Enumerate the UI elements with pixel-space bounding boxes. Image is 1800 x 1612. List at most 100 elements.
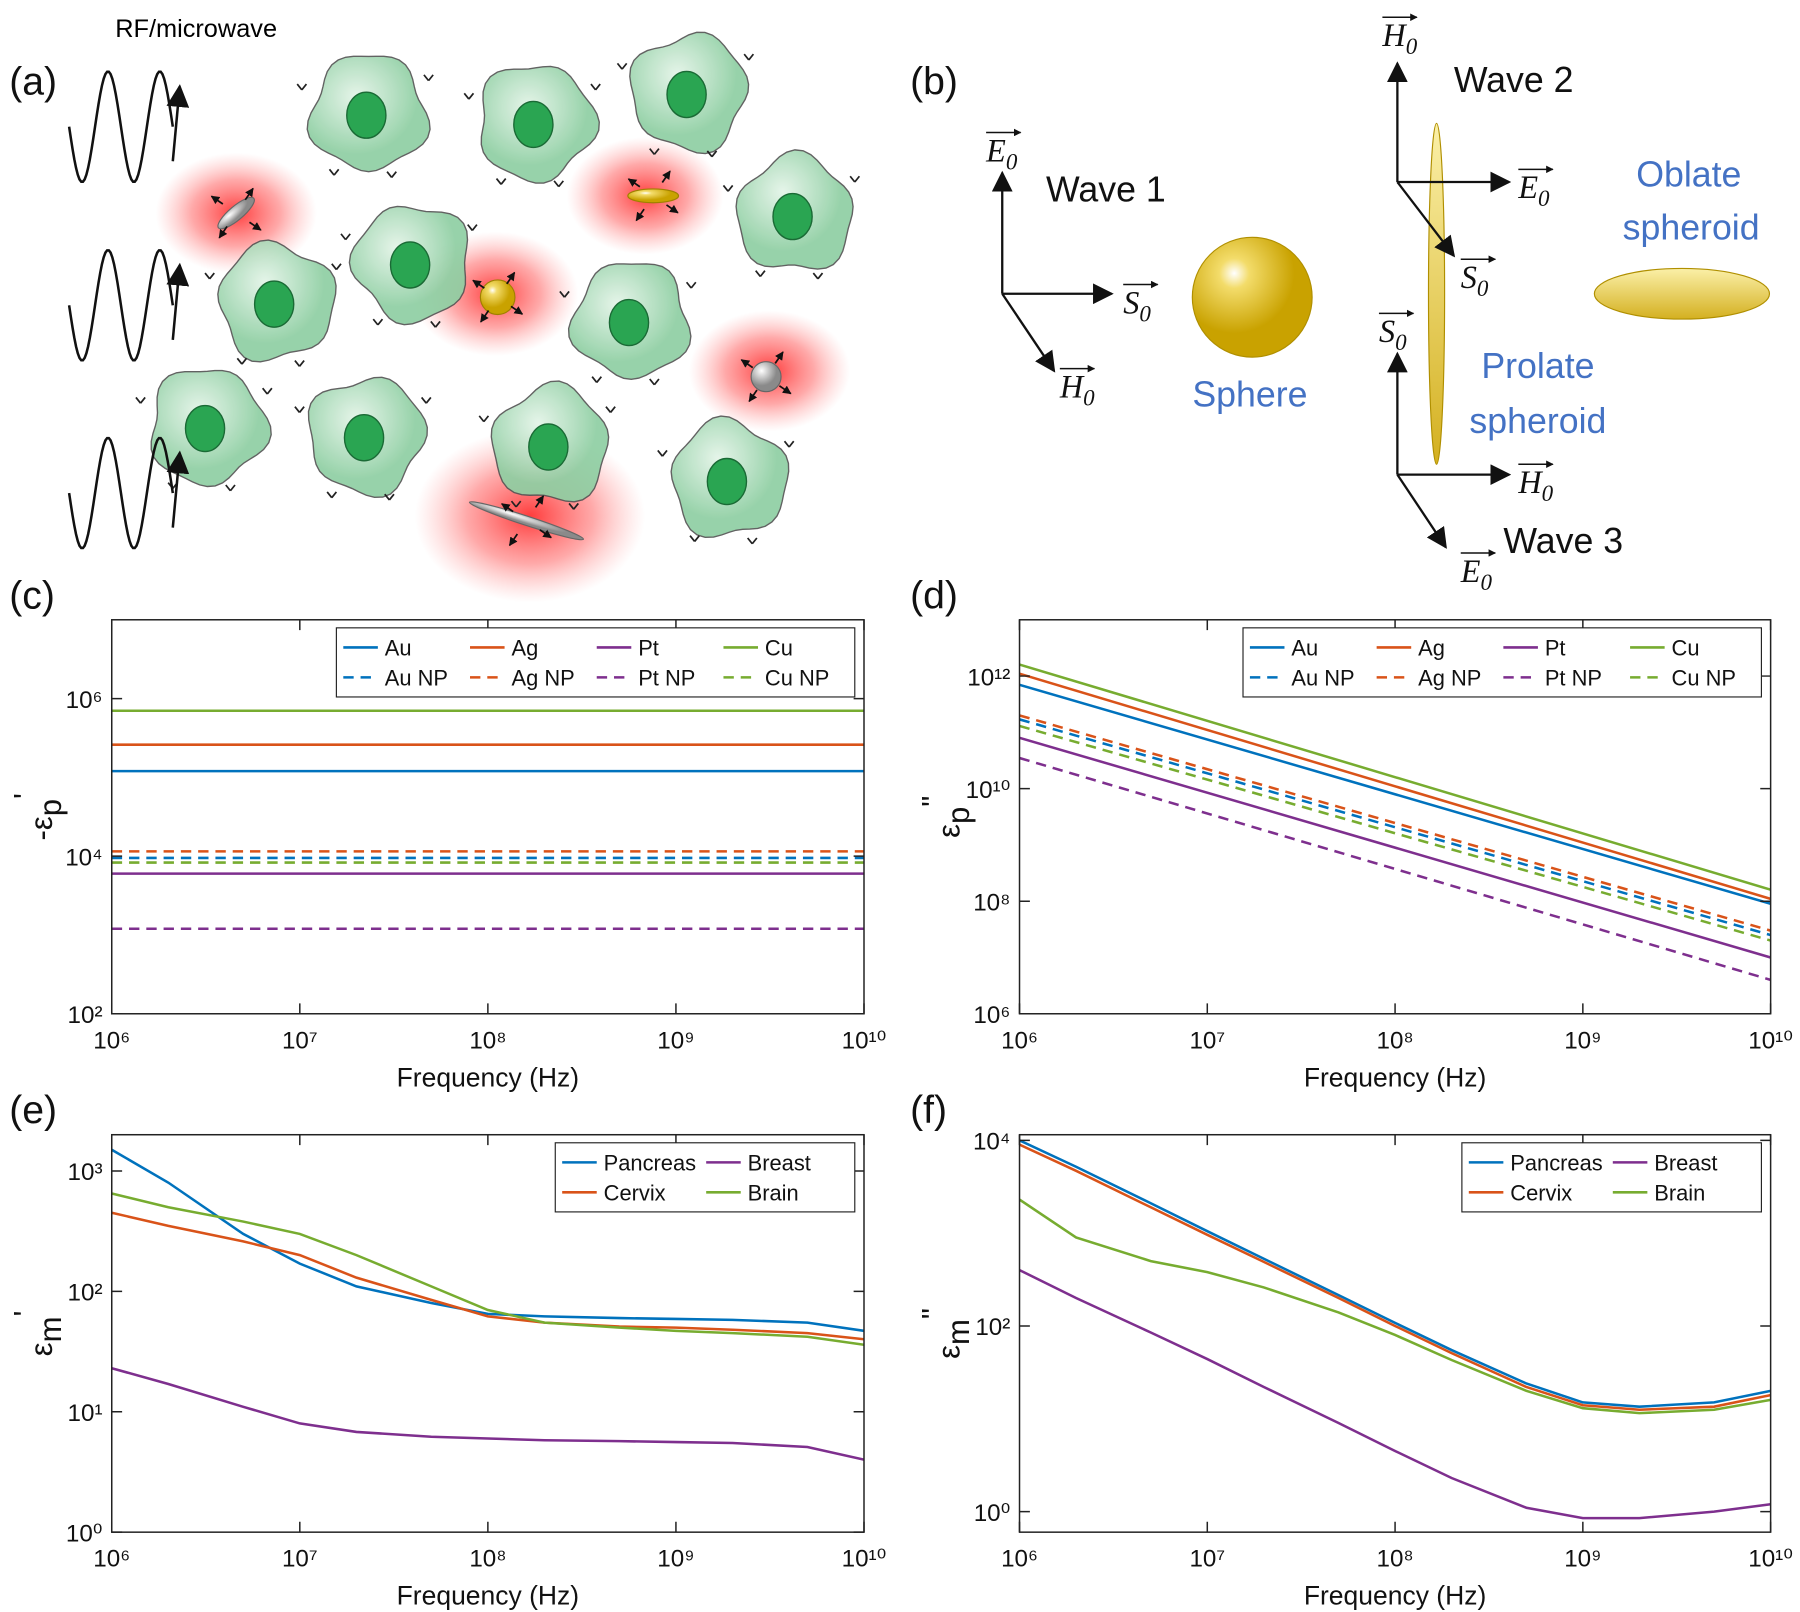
y-axis-label: εm': [8, 1311, 68, 1357]
emission-arrow: [472, 279, 485, 289]
vector-symbol: S: [1123, 284, 1139, 320]
receptor: [616, 62, 628, 70]
nanoparticle: [479, 279, 516, 316]
receptor: [568, 502, 579, 510]
receptor: [783, 440, 795, 448]
shape-label: spheroid: [1469, 401, 1606, 441]
x-tick-label: 10⁷: [1189, 1546, 1225, 1573]
legend-box: [1242, 627, 1762, 698]
emission-arrow: [506, 271, 516, 285]
y-tick-label: 10⁸: [973, 889, 1010, 916]
series-line: [1019, 1268, 1771, 1520]
y-axis-label-sup: ": [915, 796, 950, 807]
panel-label: (b): [910, 60, 958, 103]
x-tick-label: 10⁸: [1377, 1027, 1414, 1054]
oblate-spheroid: [1593, 267, 1771, 320]
x-tick-label: 10⁷: [1189, 1027, 1225, 1054]
emission-arrow: [218, 225, 228, 239]
y-axis-label: εm": [915, 1308, 975, 1359]
series-line: [1019, 1139, 1771, 1408]
x-tick-label: 10⁹: [657, 1546, 694, 1573]
wave-name: Wave 2: [1454, 60, 1574, 100]
series-line: [1019, 756, 1771, 982]
y-tick-label: 10³: [68, 1159, 103, 1186]
diagram-b-art: [991, 61, 1771, 549]
vector-subscript: 0: [1538, 185, 1550, 211]
legend-box: [554, 1142, 856, 1213]
vector-subscript: 0: [1542, 480, 1554, 506]
diagram-a-art: [67, 31, 861, 603]
receptor: [559, 290, 570, 298]
y-axis-label-sub: p: [941, 807, 976, 824]
wave-arrow: [166, 450, 190, 528]
receptor: [590, 83, 601, 91]
vector-label: S0: [1123, 284, 1151, 326]
legend-label: Pancreas: [604, 1150, 696, 1175]
wave: [67, 436, 175, 550]
panel-label: (f): [910, 1089, 947, 1132]
series-line: [1019, 736, 1771, 959]
receptor: [372, 318, 384, 326]
legend-label: Cervix: [604, 1180, 666, 1205]
series-line: [1019, 683, 1771, 905]
receptor: [384, 493, 395, 501]
y-axis-label-sup: ": [915, 1308, 950, 1319]
y-axis-label-main: ε: [24, 1342, 59, 1356]
series-line: [1019, 663, 1771, 891]
receptor: [236, 357, 248, 365]
receptor: [553, 180, 565, 188]
series-line: [1019, 1198, 1771, 1415]
x-tick-label: 10⁶: [93, 1546, 130, 1573]
cell-nucleus: [389, 241, 431, 289]
x-tick-label: 10⁹: [1564, 1546, 1601, 1573]
x-axis-label: Frequency (Hz): [397, 1581, 580, 1611]
receptor: [467, 224, 478, 231]
wave-arrow: [166, 262, 190, 340]
x-tick-label: 10⁸: [469, 1546, 506, 1573]
panel-label: (a): [9, 60, 57, 103]
wave: [67, 70, 175, 183]
y-axis-label-sup: ': [8, 1311, 43, 1317]
vector-subscript: 0: [1083, 385, 1095, 411]
vector-label: H0: [1381, 17, 1417, 59]
vector-symbol: H: [1381, 17, 1407, 53]
x-tick-label: 10⁷: [282, 1546, 318, 1573]
receptor: [386, 171, 397, 178]
x-tick-label: 10⁹: [1564, 1027, 1601, 1054]
wave-name: Wave 3: [1503, 521, 1623, 561]
legend-label: Au: [385, 635, 412, 660]
x-tick-label: 10⁶: [1001, 1546, 1038, 1573]
vector-subscript: 0: [1139, 300, 1151, 326]
cell-nucleus: [343, 414, 385, 462]
x-tick-label: 10⁷: [282, 1027, 318, 1054]
legend-label: Cu NP: [765, 665, 829, 690]
emission-arrow: [627, 178, 641, 188]
cell-nucleus: [772, 192, 813, 241]
emission-arrow: [748, 389, 758, 403]
legend-label: Cu NP: [1672, 665, 1736, 690]
receptor: [755, 270, 766, 278]
receptor: [331, 263, 342, 271]
receptor: [649, 378, 660, 386]
shape-label: Sphere: [1192, 375, 1307, 415]
x-tick-label: 10⁶: [1001, 1027, 1038, 1054]
receptor: [204, 272, 215, 280]
series-line: [1019, 714, 1771, 932]
vector-label: H0: [1517, 464, 1553, 506]
legend-label: Au NP: [385, 665, 448, 690]
y-axis-label: -εp': [8, 793, 68, 840]
emission-arrow: [534, 495, 545, 508]
panel-label: (d): [910, 574, 958, 617]
series-line: [1019, 672, 1771, 901]
receptor: [605, 406, 616, 413]
vector-subscript: 0: [1395, 329, 1407, 355]
receptor: [657, 449, 668, 457]
y-axis-label-main: ε: [932, 824, 967, 838]
x-tick-label: 10⁸: [1377, 1546, 1414, 1573]
cell-nucleus: [513, 100, 554, 149]
y-tick-label: 10²: [68, 1280, 103, 1307]
y-axis-label: εp": [915, 796, 975, 838]
emission-arrow: [244, 187, 254, 201]
